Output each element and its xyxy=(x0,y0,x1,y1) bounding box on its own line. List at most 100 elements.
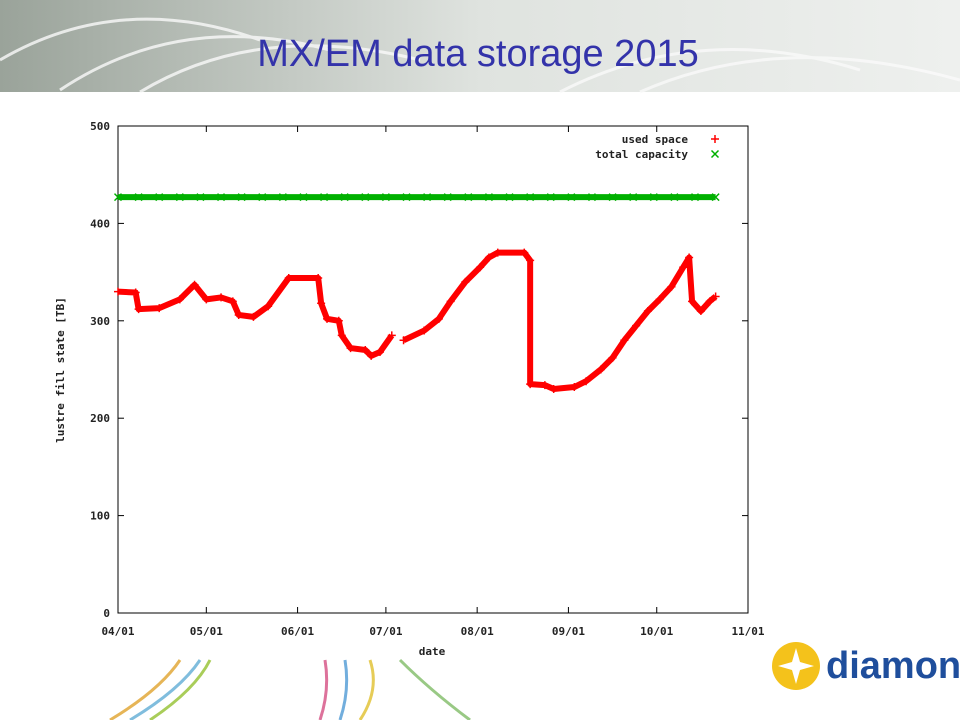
point xyxy=(113,193,123,202)
point xyxy=(526,193,535,202)
point xyxy=(134,305,143,314)
point xyxy=(596,365,605,374)
point xyxy=(367,351,376,360)
y-tick-label: 300 xyxy=(90,315,110,328)
point xyxy=(402,193,411,202)
point xyxy=(423,193,432,202)
point xyxy=(688,297,697,306)
point xyxy=(567,193,576,202)
point xyxy=(155,304,164,313)
point xyxy=(608,193,617,202)
point xyxy=(705,297,714,306)
point xyxy=(667,282,676,291)
point xyxy=(443,193,452,202)
point xyxy=(340,193,349,202)
x-tick-label: 06/01 xyxy=(281,625,314,638)
point xyxy=(711,193,720,202)
point xyxy=(334,316,343,325)
legend-label: used space xyxy=(622,133,689,146)
point xyxy=(493,248,502,257)
point xyxy=(346,344,355,353)
point xyxy=(670,193,679,202)
point xyxy=(387,331,396,340)
point xyxy=(196,193,205,202)
x-tick-label: 11/01 xyxy=(731,625,764,638)
point xyxy=(476,263,485,272)
point xyxy=(320,193,329,202)
legend-marker xyxy=(711,135,719,143)
point xyxy=(629,193,638,202)
point xyxy=(155,193,164,202)
fiber-decoration xyxy=(109,658,471,720)
y-tick-label: 0 xyxy=(103,607,110,620)
point xyxy=(587,193,597,202)
point xyxy=(284,273,293,282)
point xyxy=(131,288,140,297)
x-tick-label: 09/01 xyxy=(552,625,585,638)
y-tick-label: 400 xyxy=(90,217,110,230)
point xyxy=(264,302,273,311)
point xyxy=(632,321,641,330)
point xyxy=(484,193,493,202)
y-tick-label: 100 xyxy=(90,510,110,523)
point xyxy=(175,193,184,202)
point xyxy=(446,297,455,306)
x-axis-label: date xyxy=(419,645,446,658)
banner-arches xyxy=(0,17,960,94)
x-tick-label: 07/01 xyxy=(369,625,402,638)
legend-marker xyxy=(710,149,720,159)
point xyxy=(381,193,390,202)
point xyxy=(299,193,308,202)
point xyxy=(505,193,514,202)
point xyxy=(175,295,184,304)
plot-frame xyxy=(117,125,749,614)
point xyxy=(399,336,408,345)
point xyxy=(690,193,700,202)
point xyxy=(570,383,579,392)
point xyxy=(337,331,346,340)
point xyxy=(258,193,267,202)
point xyxy=(685,253,694,262)
point xyxy=(376,347,385,356)
point xyxy=(317,299,326,308)
point xyxy=(237,193,246,202)
point xyxy=(461,277,470,286)
point xyxy=(520,248,529,257)
y-tick-label: 200 xyxy=(90,412,110,425)
point xyxy=(643,307,652,316)
point xyxy=(464,193,473,202)
point xyxy=(190,280,199,289)
x-tick-label: 05/01 xyxy=(190,625,223,638)
point xyxy=(114,287,122,296)
point xyxy=(323,314,332,323)
x-tick-label: 08/01 xyxy=(461,625,494,638)
point xyxy=(540,381,549,390)
point xyxy=(484,253,493,262)
point xyxy=(228,297,237,306)
point xyxy=(234,310,243,319)
x-tick-label: 04/01 xyxy=(101,625,134,638)
point xyxy=(217,193,226,202)
point xyxy=(314,273,323,282)
point xyxy=(649,193,658,202)
point xyxy=(420,326,429,335)
point xyxy=(526,256,535,265)
point xyxy=(202,295,211,304)
point xyxy=(679,263,688,272)
point xyxy=(546,193,555,202)
slide-title: MX/EM data storage 2015 xyxy=(257,33,698,75)
point xyxy=(696,307,705,316)
point xyxy=(711,292,720,301)
point xyxy=(134,193,143,202)
x-tick-label: 10/01 xyxy=(640,625,673,638)
point xyxy=(361,346,370,355)
y-axis-label: lustre fill state [TB] xyxy=(54,297,67,443)
point xyxy=(217,293,226,302)
point xyxy=(278,193,287,202)
point xyxy=(361,193,370,202)
logo-star xyxy=(778,648,814,684)
